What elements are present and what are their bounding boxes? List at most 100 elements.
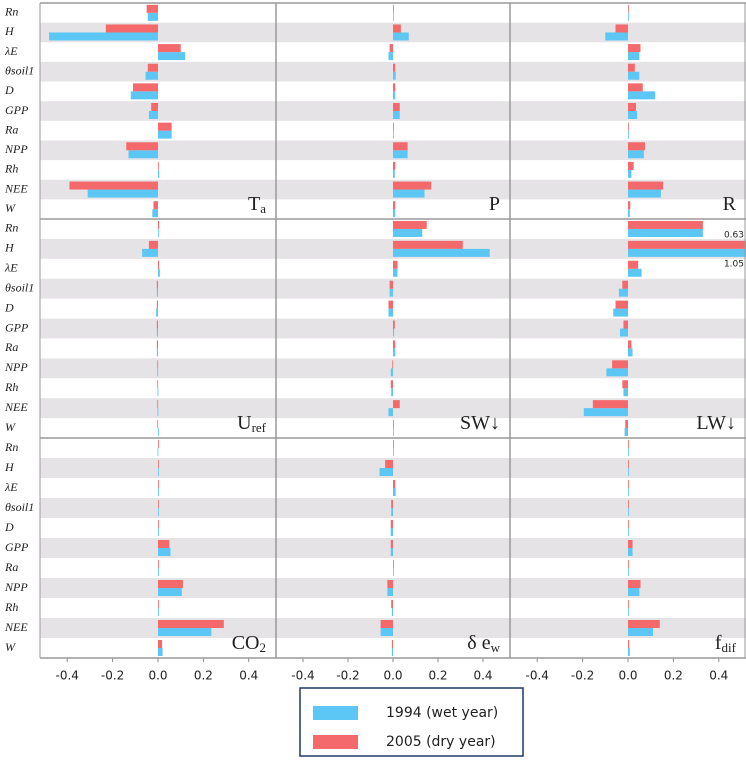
bar [158, 648, 163, 656]
bar [158, 488, 159, 496]
bar [628, 560, 629, 568]
bar [628, 628, 653, 636]
bar [158, 528, 159, 536]
panel [142, 220, 160, 437]
panel-title-main: P [489, 193, 500, 215]
bar [628, 240, 746, 249]
bar [628, 91, 656, 100]
bar [147, 63, 158, 72]
bar [380, 628, 393, 636]
legend-label: 2005 (dry year) [386, 734, 496, 750]
bar [620, 328, 628, 337]
bar [156, 308, 158, 317]
bar [393, 420, 394, 429]
bar [393, 91, 396, 100]
bar [622, 280, 628, 289]
bar [628, 580, 641, 588]
bar [158, 169, 160, 178]
category-label: Rh [4, 162, 18, 176]
x-tick-label: -0.2 [336, 669, 359, 683]
panel-title: P [489, 193, 500, 215]
panel-title-main: T [248, 193, 260, 215]
bar [393, 428, 394, 437]
bar [158, 52, 186, 61]
bar [156, 328, 158, 337]
bar [628, 122, 629, 131]
category-label: W [5, 201, 16, 215]
bar [628, 260, 639, 269]
category-label: Ra [4, 122, 18, 136]
bar [628, 228, 703, 237]
bar [628, 468, 629, 476]
panel [379, 440, 396, 656]
bar [387, 588, 393, 596]
x-tick-label: 0.0 [383, 669, 402, 683]
category-label: Ra [4, 340, 18, 354]
bar [622, 380, 628, 389]
bar [393, 220, 427, 229]
bar [592, 400, 628, 409]
x-tick-label: -0.2 [571, 669, 594, 683]
x-tick-label: 0.0 [148, 669, 167, 683]
bar [393, 480, 396, 488]
bar [393, 328, 395, 337]
bar [130, 91, 158, 100]
bar [393, 161, 396, 170]
bar [393, 488, 396, 496]
panel [388, 220, 490, 437]
category-label: H [4, 241, 15, 255]
bar [157, 448, 159, 456]
bar [387, 580, 393, 588]
bar [628, 568, 629, 576]
panel [605, 4, 664, 218]
bar [158, 500, 159, 508]
bar [628, 161, 634, 170]
bar [158, 588, 182, 596]
bar [158, 228, 159, 237]
bar [156, 348, 158, 357]
bar [393, 181, 432, 190]
bar [628, 189, 661, 198]
bar [158, 44, 181, 53]
bar [393, 348, 396, 357]
bar [157, 400, 159, 409]
panel [49, 4, 186, 218]
bar [628, 268, 642, 277]
bar [156, 280, 158, 289]
bar [157, 360, 159, 369]
bar [393, 71, 396, 80]
bar [613, 308, 628, 317]
bar [389, 44, 393, 53]
bar [49, 32, 159, 41]
bar [156, 320, 158, 329]
bar [158, 480, 159, 488]
panel-title: Ta [248, 193, 266, 216]
bar [628, 520, 629, 528]
bar [391, 608, 393, 616]
bar [393, 260, 398, 269]
bar [393, 83, 396, 92]
bar [158, 620, 224, 628]
bar [158, 268, 160, 277]
bar [393, 122, 394, 131]
bar [388, 52, 393, 61]
bar [158, 440, 159, 448]
panel-title: SW↓ [460, 412, 500, 434]
bar [380, 620, 393, 628]
bar [133, 83, 158, 92]
bar [628, 130, 629, 139]
bar [153, 201, 158, 210]
bar [390, 520, 393, 528]
bar [628, 71, 640, 80]
bar [393, 228, 423, 237]
bar [392, 360, 394, 369]
bar [148, 240, 158, 249]
bar [393, 560, 394, 568]
panel-title: δ ew [467, 632, 500, 655]
bar [126, 142, 158, 151]
panel-title-main: U [237, 412, 252, 434]
category-label: NPP [4, 142, 28, 156]
bar [158, 508, 159, 516]
bar [391, 388, 393, 397]
